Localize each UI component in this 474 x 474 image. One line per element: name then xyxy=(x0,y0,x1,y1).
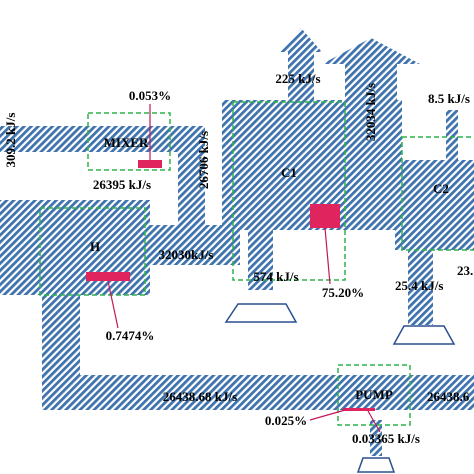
node-box xyxy=(337,364,411,426)
boxes xyxy=(39,101,474,426)
node-box xyxy=(39,207,146,296)
node-box xyxy=(232,101,346,281)
flow-arrow xyxy=(280,28,322,52)
loss-label: 0.025% xyxy=(265,413,307,428)
node-label: H xyxy=(90,239,100,254)
flow-band xyxy=(370,420,382,456)
leader-line xyxy=(367,410,381,433)
flow-band xyxy=(145,225,240,265)
flow-band xyxy=(408,240,433,325)
flow-label: 0.03365 kJ/s xyxy=(352,431,420,446)
loss-label: 0.053% xyxy=(129,88,171,103)
flow-label: 26395 kJ/s xyxy=(93,177,151,192)
devices xyxy=(224,303,456,473)
loss-mark xyxy=(138,160,162,168)
flow-label: 574 kJ/s xyxy=(253,269,298,284)
flow-label: 32034 kJ/s xyxy=(363,83,378,141)
flow-band xyxy=(42,375,474,410)
flow-band xyxy=(248,225,273,290)
loss-mark xyxy=(343,408,375,411)
flow-label: 26706 kJ/s xyxy=(196,131,211,189)
leader-line xyxy=(324,227,331,285)
flow-arrow xyxy=(322,38,420,64)
flow-band xyxy=(0,126,205,152)
turbine xyxy=(224,303,298,323)
flow-band xyxy=(178,126,205,241)
flow-band xyxy=(345,62,397,107)
losses xyxy=(86,160,375,411)
node-label: C1 xyxy=(281,165,297,180)
leader-line xyxy=(309,409,346,421)
node-label: MIXER xyxy=(104,135,149,150)
loss-mark xyxy=(86,272,130,281)
node-label: C2 xyxy=(433,181,449,196)
flow-label: 26438.6 xyxy=(427,389,470,404)
flow-label: 25.4 kJ/s xyxy=(395,278,443,293)
loss-label: 75.20% xyxy=(322,285,364,300)
flow-band xyxy=(395,160,474,250)
node-box xyxy=(401,136,474,251)
flow-label: 225 kJ/s xyxy=(275,71,320,86)
node-label: PUMP xyxy=(355,387,393,402)
loss-mark xyxy=(310,204,340,228)
flow-label: 32030kJ/s xyxy=(159,247,214,262)
flow-label: 309.2 kJ/s xyxy=(3,113,18,168)
flow-band xyxy=(288,50,314,105)
pump-icon xyxy=(356,457,396,473)
leader-line xyxy=(107,280,119,329)
node-box xyxy=(87,112,171,171)
flow-label: 26438.68 kJ/s xyxy=(163,389,237,404)
loss-label: 0.7474% xyxy=(106,328,155,343)
flow-label: 8.5 kJ/s xyxy=(428,91,470,106)
labels: MIXER C1 C2 H PUMP 309.2 kJ/s 26395 kJ/s… xyxy=(3,71,473,446)
leaders xyxy=(107,104,381,433)
turbine xyxy=(392,325,456,345)
flow-label: 23. xyxy=(457,263,473,278)
